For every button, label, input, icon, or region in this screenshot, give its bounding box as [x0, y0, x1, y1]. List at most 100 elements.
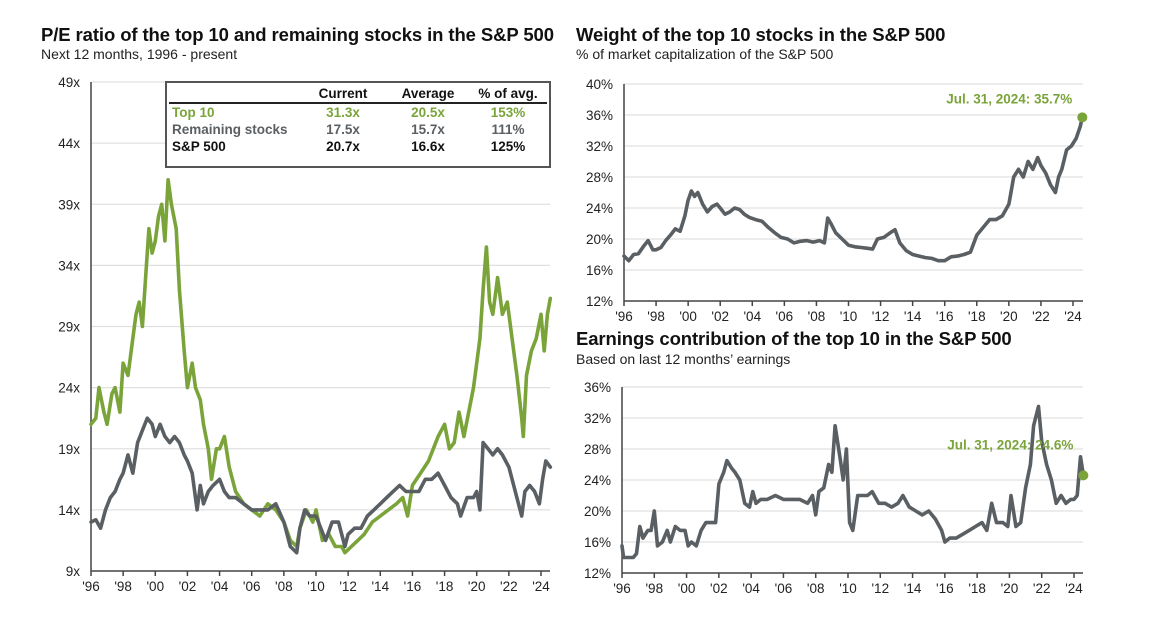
weight-ytick-label: 28%: [586, 170, 613, 185]
pe-ytick-label: 34x: [58, 258, 80, 273]
earnings-xtick-label: '00: [678, 581, 696, 596]
weight-xtick-label: '98: [647, 309, 665, 324]
pe-xtick-label: '98: [114, 579, 132, 594]
weight-xtick-label: '18: [968, 309, 986, 324]
pe-xtick-label: '00: [146, 579, 164, 594]
earnings-xtick-label: '02: [710, 581, 728, 596]
stats-row-top10: Top 10 31.3x 20.5x 153%: [169, 103, 547, 121]
earnings-ytick-label: 28%: [584, 442, 611, 457]
pe-ytick-label: 49x: [58, 75, 80, 90]
weight-xtick-label: '10: [840, 309, 858, 324]
weight-ytick-label: 32%: [586, 139, 613, 154]
weight-ytick-label: 16%: [586, 263, 613, 278]
pe-xtick-label: '18: [436, 579, 454, 594]
pe-ytick-label: 29x: [58, 320, 80, 335]
pe-xtick-label: '22: [500, 579, 518, 594]
pe-xtick-label: '06: [243, 579, 261, 594]
pe-xtick-label: '04: [211, 579, 229, 594]
stats-average: 20.5x: [411, 105, 445, 120]
earnings-ytick-label: 20%: [584, 504, 611, 519]
pe-xtick-label: '12: [339, 579, 357, 594]
earnings-ytick-label: 36%: [584, 380, 611, 395]
pe-xtick-label: '10: [307, 579, 325, 594]
earnings-xtick-label: '08: [807, 581, 825, 596]
pe-ytick-label: 44x: [58, 136, 80, 151]
weight-xtick-label: '20: [1000, 309, 1018, 324]
stats-pct: 111%: [491, 122, 525, 137]
earnings-ytick-label: 12%: [584, 566, 611, 581]
weight-xtick-label: '04: [743, 309, 761, 324]
weight-xtick-label: '14: [904, 309, 922, 324]
earnings-xtick-label: '98: [645, 581, 663, 596]
stats-pct: 125%: [490, 139, 526, 154]
pe-ytick-label: 24x: [58, 381, 80, 396]
earnings-xtick-label: '20: [1001, 581, 1019, 596]
weight-chart-subtitle: % of market capitalization of the S&P 50…: [576, 46, 834, 62]
weight-xtick-label: '16: [936, 309, 954, 324]
earnings-xtick-label: '16: [936, 581, 954, 596]
weight-xtick-label: '02: [711, 309, 729, 324]
weight-xtick-label: '06: [776, 309, 794, 324]
stats-header-average: Average: [387, 84, 469, 104]
pe-xtick-label: '16: [404, 579, 422, 594]
weight-ytick-label: 36%: [586, 108, 613, 123]
stats-label: S&P 500: [172, 139, 226, 154]
stats-current: 20.7x: [326, 139, 360, 154]
weight-xtick-label: '22: [1032, 309, 1050, 324]
pe-chart-title: P/E ratio of the top 10 and remaining st…: [41, 24, 554, 45]
stats-row-sp500: S&P 500 20.7x 16.6x 125%: [169, 138, 547, 155]
earnings-chart-title: Earnings contribution of the top 10 in t…: [576, 328, 1012, 349]
weight-xtick-label: '24: [1064, 309, 1082, 324]
pe-ytick-label: 39x: [58, 197, 80, 212]
earnings-xtick-label: '06: [775, 581, 793, 596]
weight-xtick-label: '96: [615, 309, 633, 324]
weight-xtick-label: '12: [872, 309, 890, 324]
earnings-ytick-label: 24%: [584, 473, 611, 488]
weight-xtick-label: '08: [808, 309, 826, 324]
weight-ytick-label: 20%: [586, 232, 613, 247]
pe-ytick-label: 9x: [66, 564, 81, 579]
earnings-xtick-label: '04: [742, 581, 760, 596]
stats-average: 16.6x: [411, 139, 445, 154]
earnings-xtick-label: '18: [968, 581, 986, 596]
weight-xtick-label: '00: [679, 309, 697, 324]
weight-ytick-label: 40%: [586, 77, 613, 92]
pe-ytick-label: 14x: [58, 503, 80, 518]
earnings-xtick-label: '10: [839, 581, 857, 596]
pe-xtick-label: '08: [275, 579, 293, 594]
stats-header-current: Current: [299, 84, 387, 104]
weight-ytick-label: 12%: [586, 294, 613, 309]
stats-pct: 153%: [490, 105, 526, 120]
earnings-xtick-label: '12: [871, 581, 889, 596]
weight-ytick-label: 24%: [586, 201, 613, 216]
pe-xtick-label: '96: [82, 579, 100, 594]
earnings-xtick-label: '14: [904, 581, 922, 596]
stats-row-remaining: Remaining stocks 17.5x 15.7x 111%: [169, 121, 547, 138]
earnings-chart-subtitle: Based on last 12 months’ earnings: [576, 351, 791, 367]
weight-latest-annotation: Jul. 31, 2024: 35.7%: [946, 91, 1072, 106]
pe-series-remaining-stocks: [89, 416, 553, 555]
stats-table-header-row: Current Average % of avg.: [169, 84, 547, 104]
pe-stats-table: Current Average % of avg. Top 10 31.3x 2…: [165, 81, 551, 168]
earnings-latest-point: [1078, 470, 1089, 481]
earnings-ytick-label: 16%: [584, 535, 611, 550]
stats-average: 15.7x: [411, 122, 445, 137]
weight-chart-title: Weight of the top 10 stocks in the S&P 5…: [576, 24, 946, 45]
earnings-xtick-label: '96: [613, 581, 631, 596]
pe-xtick-label: '24: [532, 579, 550, 594]
stats-current: 31.3x: [326, 105, 360, 120]
stats-current: 17.5x: [326, 122, 360, 137]
earnings-latest-annotation: Jul. 31, 2024: 24.6%: [947, 437, 1073, 452]
earnings-xtick-label: '22: [1033, 581, 1051, 596]
stats-label: Remaining stocks: [172, 122, 288, 137]
earnings-series-top-10-earnings-contribution: [620, 404, 1086, 560]
weight-series-top-10-weight: [622, 115, 1085, 263]
pe-ytick-label: 19x: [58, 442, 80, 457]
stats-header-blank: [169, 84, 299, 104]
stats-header-pct-avg: % of avg.: [469, 84, 547, 104]
pe-chart-subtitle: Next 12 months, 1996 - present: [41, 46, 238, 62]
earnings-ytick-label: 32%: [584, 411, 611, 426]
stats-label: Top 10: [172, 105, 215, 120]
pe-xtick-label: '20: [468, 579, 486, 594]
